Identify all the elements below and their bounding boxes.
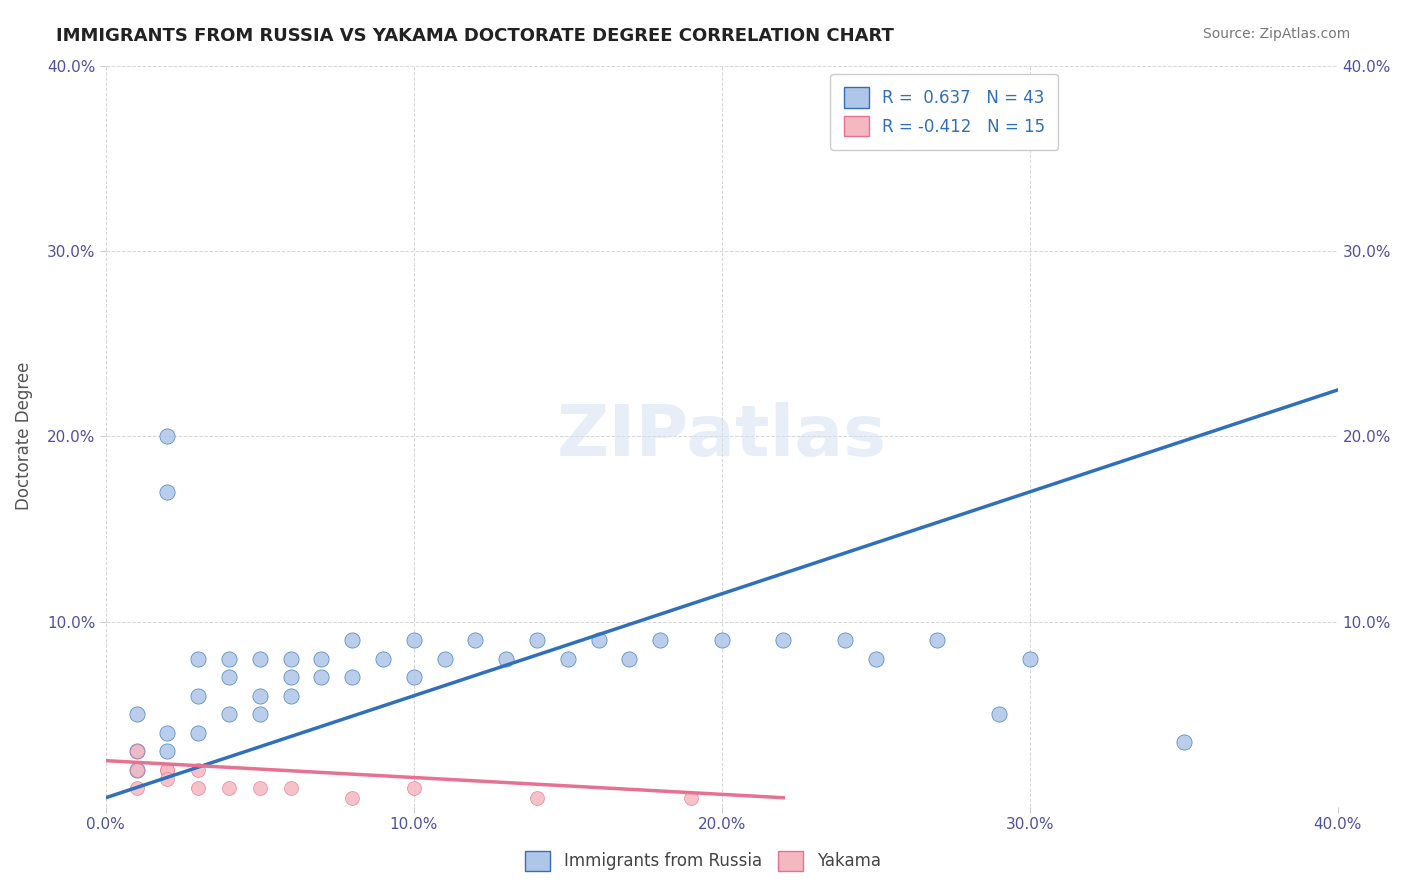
- Immigrants from Russia: [156, 744, 179, 758]
- Immigrants from Russia: [187, 651, 209, 665]
- Immigrants from Russia: [156, 484, 179, 499]
- Immigrants from Russia: [218, 651, 240, 665]
- Immigrants from Russia: [218, 670, 240, 684]
- Text: IMMIGRANTS FROM RUSSIA VS YAKAMA DOCTORATE DEGREE CORRELATION CHART: IMMIGRANTS FROM RUSSIA VS YAKAMA DOCTORA…: [56, 27, 894, 45]
- Text: Source: ZipAtlas.com: Source: ZipAtlas.com: [1202, 27, 1350, 41]
- Immigrants from Russia: [650, 633, 672, 648]
- Immigrants from Russia: [249, 689, 271, 703]
- Immigrants from Russia: [433, 651, 456, 665]
- Yakama: [187, 763, 209, 777]
- Immigrants from Russia: [927, 633, 949, 648]
- Legend: Immigrants from Russia, Yakama: Immigrants from Russia, Yakama: [517, 842, 889, 880]
- Immigrants from Russia: [865, 651, 887, 665]
- Immigrants from Russia: [371, 651, 394, 665]
- Immigrants from Russia: [588, 633, 610, 648]
- Yakama: [125, 744, 148, 758]
- Immigrants from Russia: [218, 707, 240, 722]
- Immigrants from Russia: [280, 689, 302, 703]
- Immigrants from Russia: [340, 670, 363, 684]
- Yakama: [156, 763, 179, 777]
- Yakama: [218, 781, 240, 796]
- Immigrants from Russia: [495, 651, 517, 665]
- Legend: R =  0.637   N = 43, R = -0.412   N = 15: R = 0.637 N = 43, R = -0.412 N = 15: [830, 74, 1059, 150]
- Yakama: [125, 781, 148, 796]
- Immigrants from Russia: [125, 763, 148, 777]
- Yakama: [125, 763, 148, 777]
- Text: ZIPatlas: ZIPatlas: [557, 401, 887, 471]
- Y-axis label: Doctorate Degree: Doctorate Degree: [15, 362, 32, 510]
- Yakama: [156, 763, 179, 777]
- Immigrants from Russia: [311, 651, 333, 665]
- Immigrants from Russia: [156, 429, 179, 443]
- Immigrants from Russia: [772, 633, 794, 648]
- Immigrants from Russia: [280, 651, 302, 665]
- Immigrants from Russia: [402, 670, 425, 684]
- Immigrants from Russia: [340, 633, 363, 648]
- Yakama: [679, 790, 702, 805]
- Immigrants from Russia: [464, 633, 486, 648]
- Immigrants from Russia: [526, 633, 548, 648]
- Immigrants from Russia: [125, 744, 148, 758]
- Yakama: [526, 790, 548, 805]
- Immigrants from Russia: [1018, 651, 1040, 665]
- Immigrants from Russia: [710, 633, 733, 648]
- Immigrants from Russia: [402, 633, 425, 648]
- Immigrants from Russia: [280, 670, 302, 684]
- Immigrants from Russia: [187, 726, 209, 740]
- Immigrants from Russia: [249, 651, 271, 665]
- Yakama: [187, 781, 209, 796]
- Immigrants from Russia: [125, 707, 148, 722]
- Yakama: [402, 781, 425, 796]
- Immigrants from Russia: [249, 707, 271, 722]
- Immigrants from Russia: [987, 707, 1010, 722]
- Immigrants from Russia: [557, 651, 579, 665]
- Immigrants from Russia: [619, 651, 641, 665]
- Yakama: [249, 781, 271, 796]
- Immigrants from Russia: [834, 633, 856, 648]
- Immigrants from Russia: [156, 726, 179, 740]
- Immigrants from Russia: [311, 670, 333, 684]
- Yakama: [156, 772, 179, 787]
- Immigrants from Russia: [1173, 735, 1195, 749]
- Yakama: [280, 781, 302, 796]
- Immigrants from Russia: [187, 689, 209, 703]
- Yakama: [340, 790, 363, 805]
